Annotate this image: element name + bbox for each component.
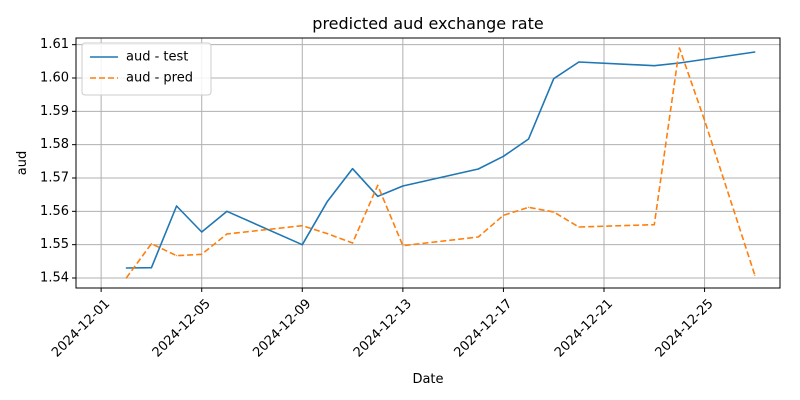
series-point-1 (703, 119, 706, 121)
series-point-0 (653, 65, 655, 67)
y-axis-label: aud (15, 151, 30, 175)
series-point-0 (402, 185, 404, 187)
legend-label: aud - pred (126, 71, 193, 86)
series-point-1 (377, 184, 379, 186)
series-point-0 (527, 138, 530, 140)
y-tick-label: 1.58 (40, 137, 69, 152)
y-tick-label: 1.54 (40, 271, 69, 286)
series-point-1 (402, 245, 404, 247)
y-tick-label: 1.56 (40, 204, 69, 219)
series-point-1 (502, 214, 505, 216)
series-point-0 (553, 78, 555, 80)
series-layer (125, 47, 756, 279)
series-point-0 (477, 168, 479, 170)
y-tick-label: 1.61 (40, 37, 69, 52)
series-line-0 (126, 51, 755, 269)
plot-frame (75, 37, 781, 289)
y-axis-ticks: 1.54 1.55 1.56 1.57 1.58 1.59 1.60 1.61 (40, 37, 76, 286)
series-point-0 (351, 168, 354, 170)
series-point-1 (578, 226, 580, 228)
y-tick-label: 1.57 (40, 171, 69, 186)
series-point-1 (326, 233, 329, 235)
series-point-1 (527, 206, 530, 208)
series-point-0 (226, 210, 228, 212)
series-point-1 (653, 224, 655, 226)
x-axis-label: Date (412, 372, 443, 387)
legend-box (81, 42, 212, 96)
chart-title: predicted aud exchange rate (312, 14, 543, 33)
series-point-0 (678, 62, 681, 64)
series-point-0 (125, 267, 127, 269)
series-point-1 (301, 225, 303, 227)
series-point-1 (553, 211, 555, 213)
series-point-1 (754, 274, 756, 276)
series-point-1 (351, 242, 354, 244)
grid (76, 38, 780, 288)
series-point-0 (326, 200, 329, 202)
y-tick-label: 1.60 (40, 71, 69, 86)
series-point-1 (226, 233, 228, 235)
series-point-1 (175, 255, 178, 257)
series-point-0 (150, 267, 153, 269)
series-point-0 (754, 51, 756, 53)
series-point-0 (377, 195, 379, 197)
legend-label: aud - test (126, 50, 188, 65)
series-point-0 (578, 61, 580, 63)
y-tick-label: 1.59 (40, 104, 69, 119)
series-point-0 (301, 244, 303, 246)
series-point-0 (201, 231, 203, 233)
series-point-0 (502, 155, 505, 157)
series-point-1 (150, 243, 153, 245)
series-point-1 (678, 47, 681, 49)
series-point-1 (125, 277, 127, 279)
series-point-0 (175, 205, 178, 207)
y-tick-label: 1.55 (40, 237, 69, 252)
series-point-1 (477, 236, 479, 238)
legend: aud - test aud - pred (81, 42, 212, 96)
series-point-1 (201, 253, 203, 255)
